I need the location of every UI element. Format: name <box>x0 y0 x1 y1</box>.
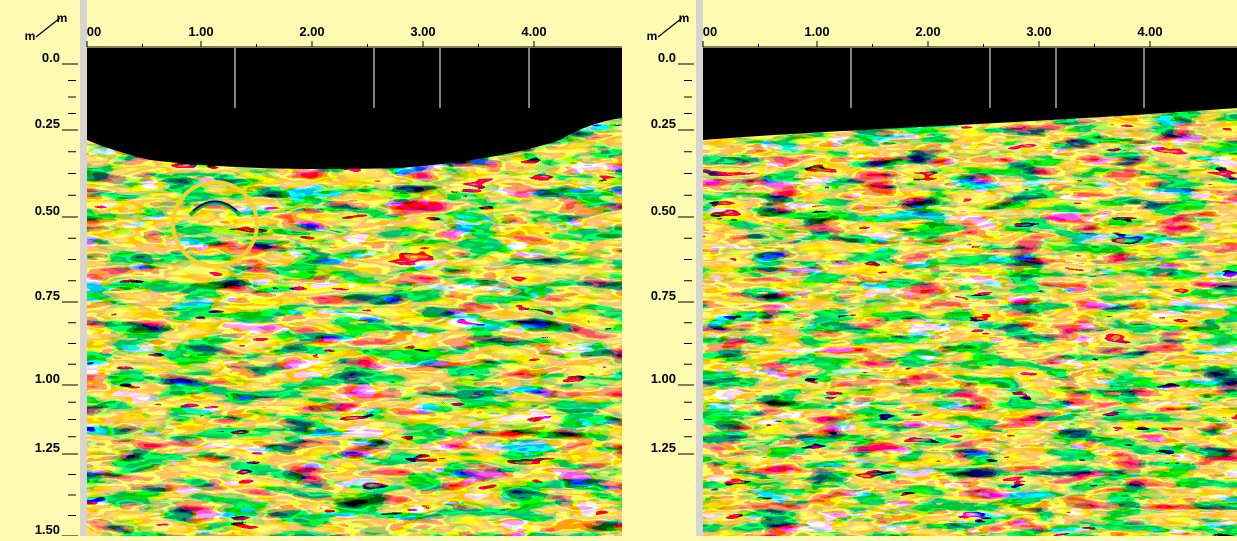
radargram-image-left <box>87 48 622 536</box>
y-tick-label: 0.0 <box>42 50 60 65</box>
y-tick-label: 0.75 <box>651 288 676 303</box>
x-tick-label: 4.00 <box>1137 24 1162 39</box>
y-tick-label: 1.00 <box>35 371 60 386</box>
y-tick-label: 1.50 <box>35 522 60 536</box>
x-tick-label: 2.00 <box>299 24 324 39</box>
air-gap <box>703 48 1237 140</box>
radargram-image-right <box>703 48 1237 536</box>
y-tick-label: 0.25 <box>35 116 60 131</box>
x-tick-label: 1.00 <box>804 24 829 39</box>
x-tick-label: 2.00 <box>915 24 940 39</box>
radargram-panel-left: m m 00 1.00 2.00 3.00 4.00 0.0 0.25 0.50 0.75 1.00 1… <box>0 0 622 537</box>
x-tick-label: 3.00 <box>410 24 435 39</box>
y-axis-strip <box>80 0 87 536</box>
radargram-panel-right: m m 00 1.00 2.00 3.00 4.00 0.0 0.25 0.50 0.75 1.00 1… <box>622 0 1237 536</box>
y-tick-label: 0.50 <box>35 203 60 218</box>
y-tick-label: 0.0 <box>658 50 676 65</box>
x-tick-label: 3.00 <box>1026 24 1051 39</box>
corner-unit-y: m <box>647 29 658 43</box>
y-axis-background <box>622 0 696 536</box>
y-axis-strip <box>696 0 703 536</box>
y-axis-background <box>0 0 80 536</box>
y-tick-label: 1.00 <box>651 371 676 386</box>
survey-markers <box>234 48 530 108</box>
hyperbola-core <box>192 200 238 212</box>
corner-unit-x: m <box>57 11 68 25</box>
x-tick-label: 4.00 <box>521 24 546 39</box>
x-tick-label: 1.00 <box>188 24 213 39</box>
y-tick-label: 0.25 <box>651 116 676 131</box>
corner-unit-y: m <box>25 29 36 43</box>
y-tick-label: 0.50 <box>651 203 676 218</box>
survey-markers <box>850 48 1145 108</box>
y-tick-label: 1.25 <box>651 440 676 455</box>
y-tick-label: 1.25 <box>35 440 60 455</box>
highlight-circle <box>171 180 259 268</box>
x-tick-label: 00 <box>703 24 717 39</box>
corner-unit-x: m <box>679 11 690 25</box>
corner-divider <box>35 17 61 38</box>
y-tick-label: 0.75 <box>35 288 60 303</box>
x-tick-label: 00 <box>87 24 101 39</box>
air-gap <box>87 48 622 169</box>
corner-divider <box>657 17 683 38</box>
x-axis-background <box>87 0 622 48</box>
x-axis-background <box>703 0 1237 48</box>
